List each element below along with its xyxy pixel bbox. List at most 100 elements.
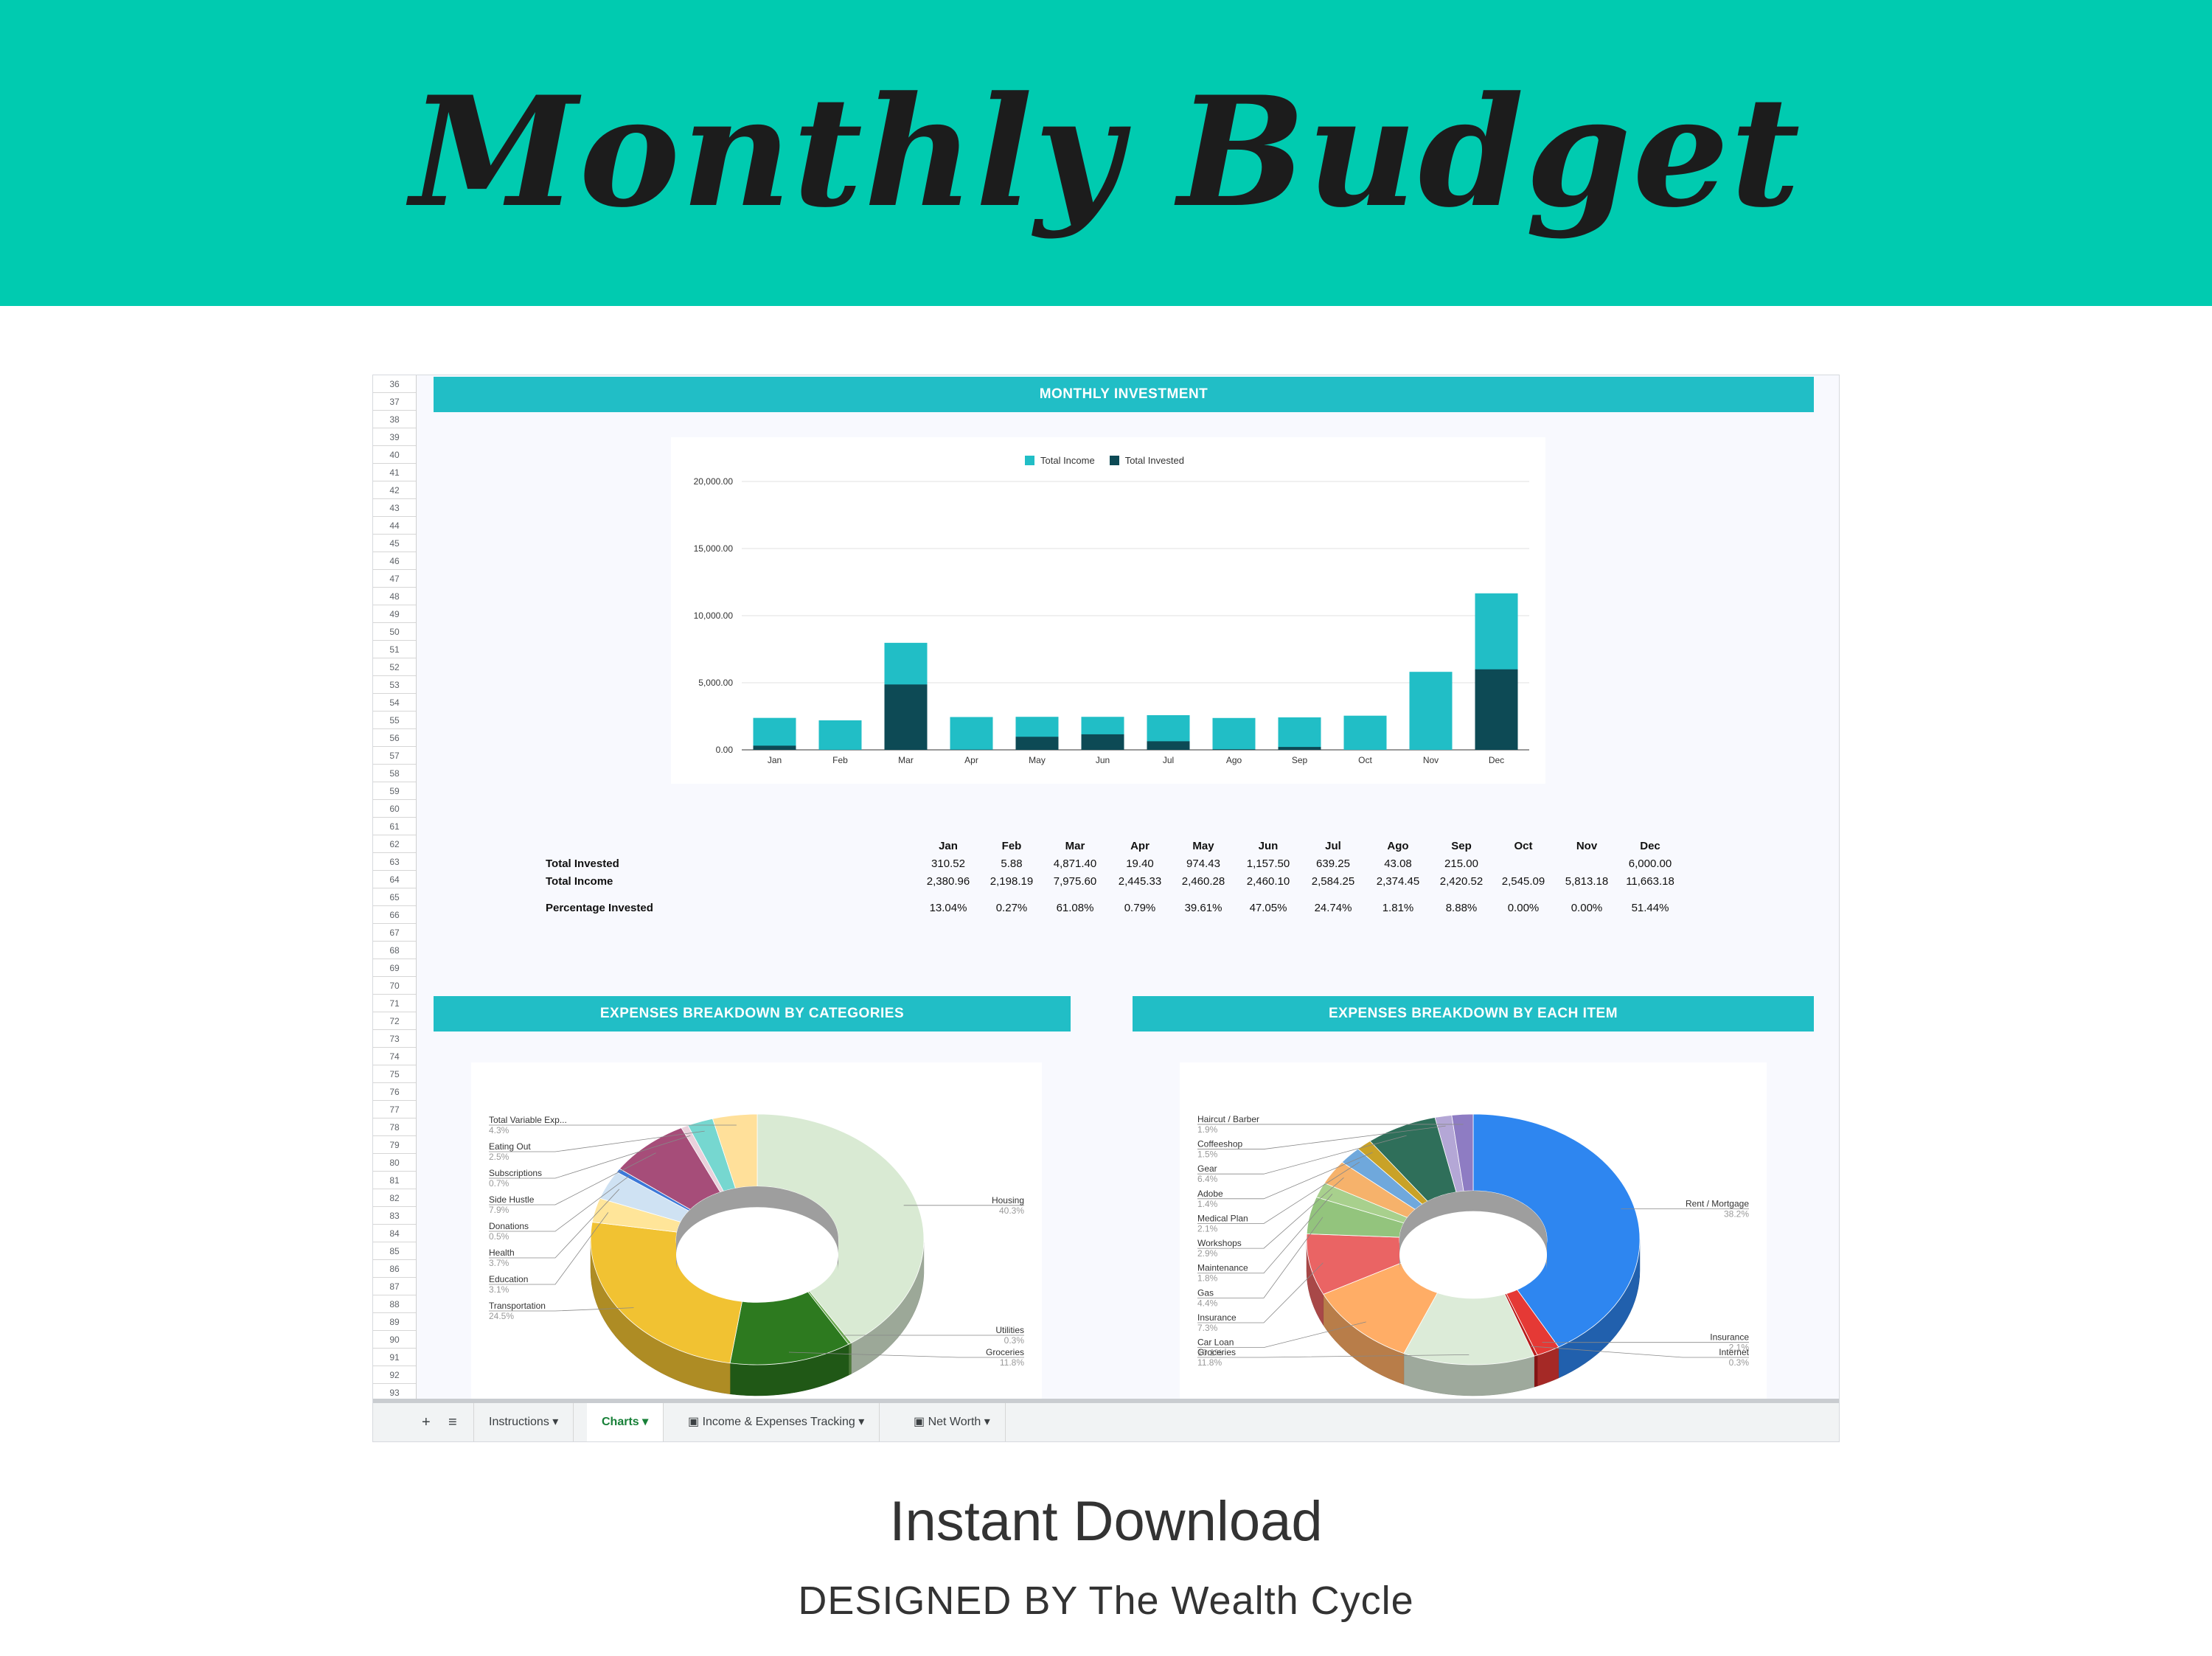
table-cell[interactable]: 51.44% — [1631, 902, 1669, 914]
table-cell[interactable]: 2,374.45 — [1376, 875, 1420, 888]
row-number[interactable]: 68 — [373, 942, 416, 959]
row-number[interactable]: 56 — [373, 729, 416, 747]
table-cell[interactable]: 4,871.40 — [1053, 857, 1097, 870]
row-number[interactable]: 91 — [373, 1349, 416, 1366]
table-cell[interactable]: 2,420.52 — [1439, 875, 1484, 888]
row-number[interactable]: 38 — [373, 411, 416, 428]
row-number[interactable]: 74 — [373, 1048, 416, 1065]
row-number[interactable]: 54 — [373, 694, 416, 712]
table-cell[interactable]: 310.52 — [931, 857, 965, 870]
row-number[interactable]: 71 — [373, 995, 416, 1012]
monthly-investment-chart[interactable]: Total Income Total Invested 0.00 5,000.00… — [671, 437, 1545, 784]
items-donut-chart[interactable]: Haircut / Barber 1.9% Coffeeshop 1.5% Gear 6.… — [1180, 1062, 1767, 1399]
row-number[interactable]: 49 — [373, 605, 416, 623]
table-cell[interactable]: 0.00% — [1571, 902, 1603, 914]
table-cell[interactable]: 7,975.60 — [1053, 875, 1097, 888]
table-cell[interactable]: 1.81% — [1382, 902, 1414, 914]
tab-income-expenses-tracking[interactable]: ▣ Income & Expenses Tracking ▾ — [673, 1403, 880, 1441]
row-number[interactable]: 37 — [373, 393, 416, 411]
row-number[interactable]: 53 — [373, 676, 416, 694]
table-cell[interactable]: 5.88 — [1001, 857, 1023, 870]
table-cell[interactable]: 43.08 — [1384, 857, 1412, 870]
table-cell[interactable]: 2,460.10 — [1246, 875, 1290, 888]
table-cell[interactable]: 13.04% — [929, 902, 967, 914]
table-cell[interactable]: 215.00 — [1444, 857, 1478, 870]
row-number[interactable]: 70 — [373, 977, 416, 995]
row-number[interactable]: 65 — [373, 888, 416, 906]
row-number[interactable]: 81 — [373, 1172, 416, 1189]
row-number[interactable]: 52 — [373, 658, 416, 676]
row-number[interactable]: 44 — [373, 517, 416, 535]
row-number[interactable]: 60 — [373, 800, 416, 818]
tab-charts[interactable]: Charts ▾ — [587, 1403, 664, 1441]
row-number[interactable]: 69 — [373, 959, 416, 977]
row-number[interactable]: 87 — [373, 1278, 416, 1295]
table-cell[interactable]: 47.05% — [1249, 902, 1287, 914]
table-cell[interactable]: 2,198.19 — [990, 875, 1034, 888]
table-cell[interactable]: 19.40 — [1126, 857, 1154, 870]
row-number[interactable]: 57 — [373, 747, 416, 765]
row-number[interactable]: 61 — [373, 818, 416, 835]
row-number[interactable]: 42 — [373, 481, 416, 499]
row-number[interactable]: 66 — [373, 906, 416, 924]
row-number[interactable]: 75 — [373, 1065, 416, 1083]
row-number[interactable]: 82 — [373, 1189, 416, 1207]
row-number[interactable]: 64 — [373, 871, 416, 888]
row-number[interactable]: 78 — [373, 1119, 416, 1136]
table-cell[interactable]: 6,000.00 — [1628, 857, 1672, 870]
table-cell[interactable]: 2,380.96 — [926, 875, 970, 888]
add-sheet-icon[interactable]: + — [422, 1414, 431, 1430]
row-number[interactable]: 90 — [373, 1331, 416, 1349]
row-number[interactable]: 55 — [373, 712, 416, 729]
row-number[interactable]: 62 — [373, 835, 416, 853]
table-cell[interactable]: 0.00% — [1507, 902, 1540, 914]
table-cell[interactable]: 39.61% — [1184, 902, 1222, 914]
row-number[interactable]: 72 — [373, 1012, 416, 1030]
row-number[interactable]: 51 — [373, 641, 416, 658]
table-cell[interactable]: 1,157.50 — [1246, 857, 1290, 870]
table-cell[interactable]: 2,460.28 — [1181, 875, 1225, 888]
row-number[interactable]: 43 — [373, 499, 416, 517]
row-number[interactable]: 58 — [373, 765, 416, 782]
row-number[interactable]: 84 — [373, 1225, 416, 1242]
row-number[interactable]: 59 — [373, 782, 416, 800]
row-number[interactable]: 89 — [373, 1313, 416, 1331]
table-cell[interactable]: 0.79% — [1124, 902, 1156, 914]
table-cell[interactable]: 0.27% — [995, 902, 1028, 914]
table-cell[interactable]: 2,445.33 — [1118, 875, 1162, 888]
row-number[interactable]: 79 — [373, 1136, 416, 1154]
row-number[interactable]: 73 — [373, 1030, 416, 1048]
row-number[interactable]: 47 — [373, 570, 416, 588]
row-number[interactable]: 80 — [373, 1154, 416, 1172]
row-number[interactable]: 39 — [373, 428, 416, 446]
row-number[interactable]: 45 — [373, 535, 416, 552]
row-number[interactable]: 36 — [373, 375, 416, 393]
table-cell[interactable]: 5,813.18 — [1565, 875, 1609, 888]
table-cell[interactable]: 11,663.18 — [1626, 875, 1674, 888]
all-sheets-list-icon[interactable]: ≡ — [448, 1414, 457, 1430]
table-cell[interactable]: 61.08% — [1056, 902, 1094, 914]
table-cell[interactable]: 8.88% — [1445, 902, 1478, 914]
row-number[interactable]: 77 — [373, 1101, 416, 1119]
row-number[interactable]: 83 — [373, 1207, 416, 1225]
row-number[interactable]: 41 — [373, 464, 416, 481]
tab-net-worth[interactable]: ▣ Net Worth ▾ — [899, 1403, 1006, 1441]
row-number[interactable]: 88 — [373, 1295, 416, 1313]
row-number[interactable]: 67 — [373, 924, 416, 942]
row-number[interactable]: 92 — [373, 1366, 416, 1384]
row-number[interactable]: 40 — [373, 446, 416, 464]
table-cell[interactable]: 24.74% — [1314, 902, 1352, 914]
row-number[interactable]: 63 — [373, 853, 416, 871]
tab-instructions[interactable]: Instructions ▾ — [473, 1403, 574, 1441]
table-cell[interactable]: 639.25 — [1316, 857, 1350, 870]
table-cell[interactable]: 2,545.09 — [1501, 875, 1545, 888]
row-number[interactable]: 46 — [373, 552, 416, 570]
row-number[interactable]: 85 — [373, 1242, 416, 1260]
row-number[interactable]: 76 — [373, 1083, 416, 1101]
table-cell[interactable]: 974.43 — [1186, 857, 1220, 870]
row-number[interactable]: 50 — [373, 623, 416, 641]
row-number[interactable]: 86 — [373, 1260, 416, 1278]
categories-donut-chart[interactable]: Total Variable Exp... 4.3% Eating Out 2.5% S… — [471, 1062, 1042, 1399]
table-cell[interactable]: 2,584.25 — [1311, 875, 1355, 888]
row-number[interactable]: 48 — [373, 588, 416, 605]
